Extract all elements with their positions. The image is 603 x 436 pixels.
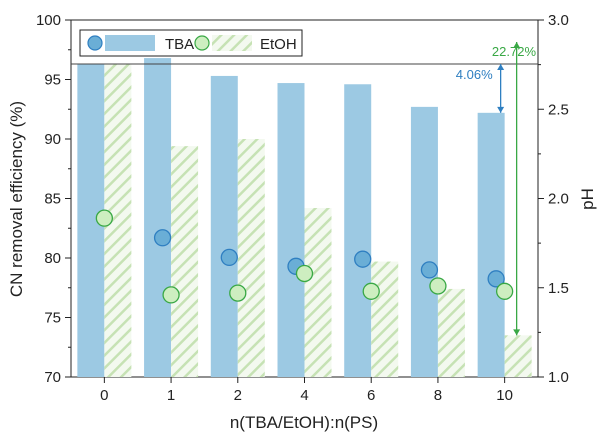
ph-marker-etoh-2 xyxy=(229,284,247,302)
bar-etoh-2 xyxy=(237,139,265,377)
ph-marker-etoh-6 xyxy=(362,282,380,300)
ph-marker-tba-10 xyxy=(487,270,505,288)
y-right-tick-label-2.0: 2.0 xyxy=(548,191,569,208)
ph-marker-tba-6 xyxy=(354,250,372,268)
legend-etoh-swatch xyxy=(212,35,252,51)
annotation-etoh-arrow-head-down xyxy=(513,329,521,336)
bar-tba-8 xyxy=(410,106,438,378)
y-tick-label-90: 90 xyxy=(44,131,61,148)
bar-etoh-8 xyxy=(437,288,465,377)
legend-tba-marker xyxy=(87,35,103,51)
x-tick-label-4: 4 xyxy=(300,387,308,404)
annotation-tba-arrow-head-down xyxy=(497,106,505,113)
annotation-tba-arrow-head-up xyxy=(497,64,505,71)
legend-tba-label: TBA xyxy=(165,36,194,53)
y-tick-label-85: 85 xyxy=(44,191,61,208)
y-right-tick-label-3.0: 3.0 xyxy=(548,12,569,29)
annotation-tba-label: 4.06% xyxy=(456,67,493,82)
y-right-tick-label-1.5: 1.5 xyxy=(548,280,569,297)
bar-etoh-6 xyxy=(371,261,399,377)
x-tick-label-10: 10 xyxy=(496,387,513,404)
x-tick-label-8: 8 xyxy=(434,387,442,404)
y-tick-label-80: 80 xyxy=(44,250,61,267)
bar-etoh-1 xyxy=(171,146,199,377)
bar-tba-6 xyxy=(344,84,372,377)
ph-marker-etoh-0 xyxy=(95,209,114,227)
ph-marker-etoh-8 xyxy=(429,277,447,295)
y-right-tick-label-2.5: 2.5 xyxy=(548,101,569,118)
y-tick-label-75: 75 xyxy=(44,310,61,327)
x-tick-label-1: 1 xyxy=(167,387,175,404)
y-right-tick-label-1.0: 1.0 xyxy=(548,369,569,386)
bar-tba-10 xyxy=(477,112,505,377)
ph-marker-tba-2 xyxy=(220,248,238,267)
ph-marker-etoh-4 xyxy=(295,264,314,283)
x-tick-label-0: 0 xyxy=(100,387,108,404)
annotation-etoh-label: 22.72% xyxy=(492,44,537,59)
bar-tba-1 xyxy=(144,58,172,377)
x-axis-title: n(TBA/EtOH):n(PS) xyxy=(230,413,378,432)
legend-etoh-label: EtOH xyxy=(260,36,297,53)
annotation-etoh-arrow-head-up xyxy=(513,42,521,49)
x-tick-label-6: 6 xyxy=(367,387,375,404)
ph-marker-tba-1 xyxy=(153,229,172,247)
bar-etoh-10 xyxy=(504,335,532,377)
y-tick-label-100: 100 xyxy=(36,12,61,29)
legend: TBA EtOH xyxy=(79,29,303,57)
y-axis-right-title: pH xyxy=(578,188,597,210)
bar-etoh-4 xyxy=(304,208,332,377)
legend-tba-swatch xyxy=(105,35,155,51)
y-tick-label-70: 70 xyxy=(44,369,61,386)
ph-marker-etoh-1 xyxy=(162,286,180,304)
bar-tba-2 xyxy=(210,75,238,378)
ph-marker-etoh-10 xyxy=(495,282,514,300)
y-tick-label-95: 95 xyxy=(44,72,61,89)
legend-etoh-marker xyxy=(194,35,210,51)
y-axis-title: CN removal efficiency (%) xyxy=(7,101,26,297)
x-tick-label-2: 2 xyxy=(234,387,242,404)
ph-marker-tba-8 xyxy=(420,261,439,279)
bar-tba-4 xyxy=(277,83,305,377)
